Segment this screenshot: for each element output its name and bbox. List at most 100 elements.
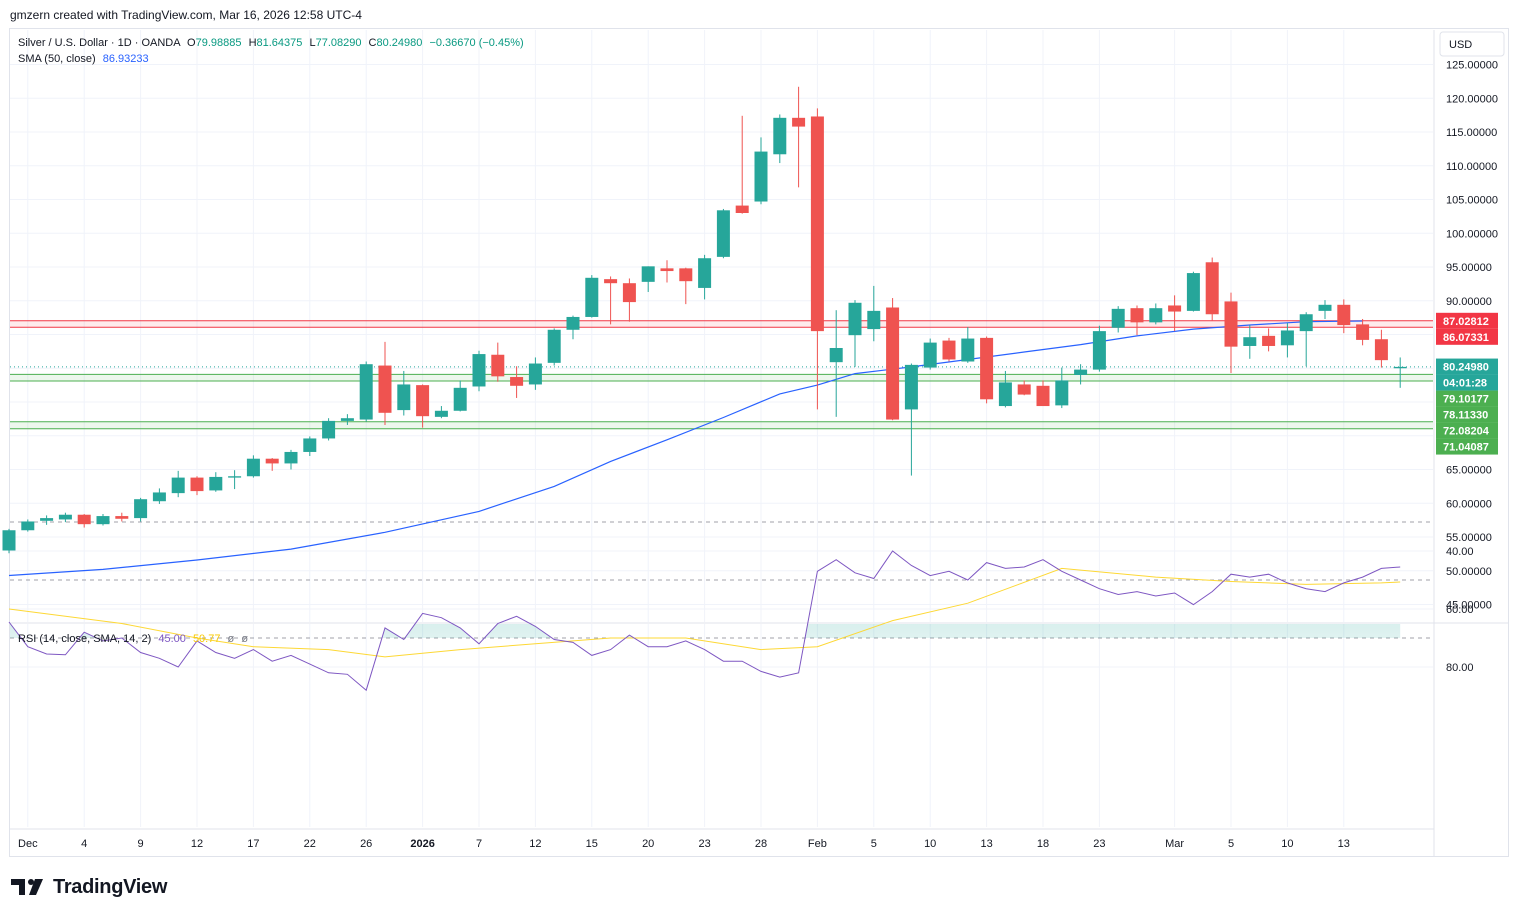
tradingview-wordmark: TradingView: [53, 875, 168, 898]
candle-body: [152, 492, 166, 502]
price-label-text: 71.04087: [1443, 442, 1489, 454]
candle-body: [21, 521, 35, 531]
candle: [510, 366, 524, 398]
candle: [1243, 325, 1257, 359]
candle: [322, 418, 336, 441]
candle: [491, 342, 505, 382]
candle-body: [378, 365, 392, 413]
candle-body: [923, 342, 937, 368]
candle-body: [754, 151, 768, 202]
price-label-text: 87.02812: [1443, 316, 1489, 328]
candle-body: [566, 316, 580, 330]
candle-body: [829, 348, 843, 363]
candle-body: [622, 283, 636, 303]
tradingview-logo[interactable]: TradingView: [11, 876, 167, 898]
candle-body: [472, 354, 486, 387]
candle: [904, 363, 918, 476]
price-axis-tick: 60.00000: [1446, 498, 1492, 510]
rsi-legend: RSI (14, close, SMA, 14, 2) 45.00 50.77 …: [18, 633, 248, 645]
sma-line: [8, 320, 1363, 577]
candle: [660, 260, 674, 283]
candle: [96, 514, 110, 526]
candle-body: [904, 364, 918, 410]
time-axis-tick: 9: [138, 838, 144, 850]
candle: [77, 514, 91, 528]
time-axis-tick: 12: [529, 838, 541, 850]
candle: [773, 114, 787, 164]
candle: [923, 338, 937, 370]
time-axis-tick: 23: [698, 838, 710, 850]
candle: [284, 449, 298, 470]
candle: [1036, 380, 1050, 407]
chart-frame: [9, 28, 1509, 857]
support-zone: [10, 421, 1433, 429]
candle-body: [303, 438, 317, 452]
sma-50-line: [8, 320, 1363, 577]
candle-body: [77, 514, 91, 525]
candle: [622, 278, 636, 322]
candle-body: [604, 279, 618, 284]
candles: [2, 86, 1407, 554]
candle: [303, 436, 317, 456]
candle-body: [848, 302, 862, 336]
candle: [416, 384, 430, 428]
time-axis-tick: 15: [586, 838, 598, 850]
currency-button-bg[interactable]: [1439, 31, 1505, 57]
candle-body: [1074, 369, 1088, 375]
candle-body: [453, 387, 467, 411]
candle-body: [96, 516, 110, 525]
price-axis-tick: 65.00000: [1446, 465, 1492, 477]
candle-body: [698, 258, 712, 288]
candle: [2, 528, 16, 554]
candle: [604, 276, 618, 325]
legend-close-label: C: [369, 37, 377, 49]
legend-low-label: L: [309, 37, 315, 49]
chart-credit: gmzern created with TradingView.com, Mar…: [10, 8, 362, 22]
candle-body: [510, 377, 524, 386]
price-label-text: 78.11330: [1443, 410, 1488, 422]
candle-body: [1280, 330, 1294, 346]
candle: [472, 350, 486, 392]
time-axis-tick: 17: [247, 838, 259, 850]
candle: [641, 266, 655, 292]
candle: [980, 336, 994, 404]
price-label-bg: [1436, 406, 1498, 423]
candle: [434, 406, 448, 419]
rsi-legend-extra2: ø: [241, 633, 248, 645]
candle: [1356, 318, 1370, 346]
candle-body: [980, 337, 994, 400]
tradingview-logo-icon: [11, 879, 43, 895]
price-axis-tick: 95.00000: [1446, 262, 1492, 274]
legend-open: 79.98885: [196, 37, 242, 49]
price-label-text: 72.08204: [1443, 426, 1490, 438]
candle: [40, 515, 54, 525]
candle: [754, 137, 768, 205]
legend-high-label: H: [249, 37, 257, 49]
price-label: 78.11330: [1436, 406, 1498, 423]
candle: [209, 472, 223, 492]
resistance-zone: [10, 320, 1433, 328]
axes: 125.00000 120.00000 115.00000 110.00000 105.…: [18, 60, 1498, 851]
legend-line: Silver / U.S. Dollar · 1D · OANDA O79.98…: [18, 37, 524, 49]
price-label: 72.08204: [1436, 422, 1498, 439]
candle: [397, 370, 411, 416]
time-axis-tick: 22: [304, 838, 316, 850]
rsi-legend-value: 45.00: [158, 633, 186, 645]
price-label-bg: [1436, 390, 1498, 407]
rsi-legend-label: RSI (14, close, SMA, 14, 2): [18, 633, 151, 645]
rsi-axis-tick: 60.00: [1446, 604, 1474, 616]
candle: [171, 470, 185, 498]
candle-body: [2, 530, 16, 551]
candle-body: [961, 338, 975, 362]
candle: [340, 414, 354, 425]
legend-low: 77.08290: [316, 37, 362, 49]
candle-body: [397, 384, 411, 411]
candle-body: [810, 116, 824, 332]
candle: [1074, 364, 1088, 385]
candle-body: [735, 205, 749, 213]
candle-body: [1111, 308, 1125, 328]
currency-button[interactable]: USD: [1449, 39, 1472, 51]
candle-body: [416, 385, 430, 417]
candle-body: [660, 268, 674, 272]
